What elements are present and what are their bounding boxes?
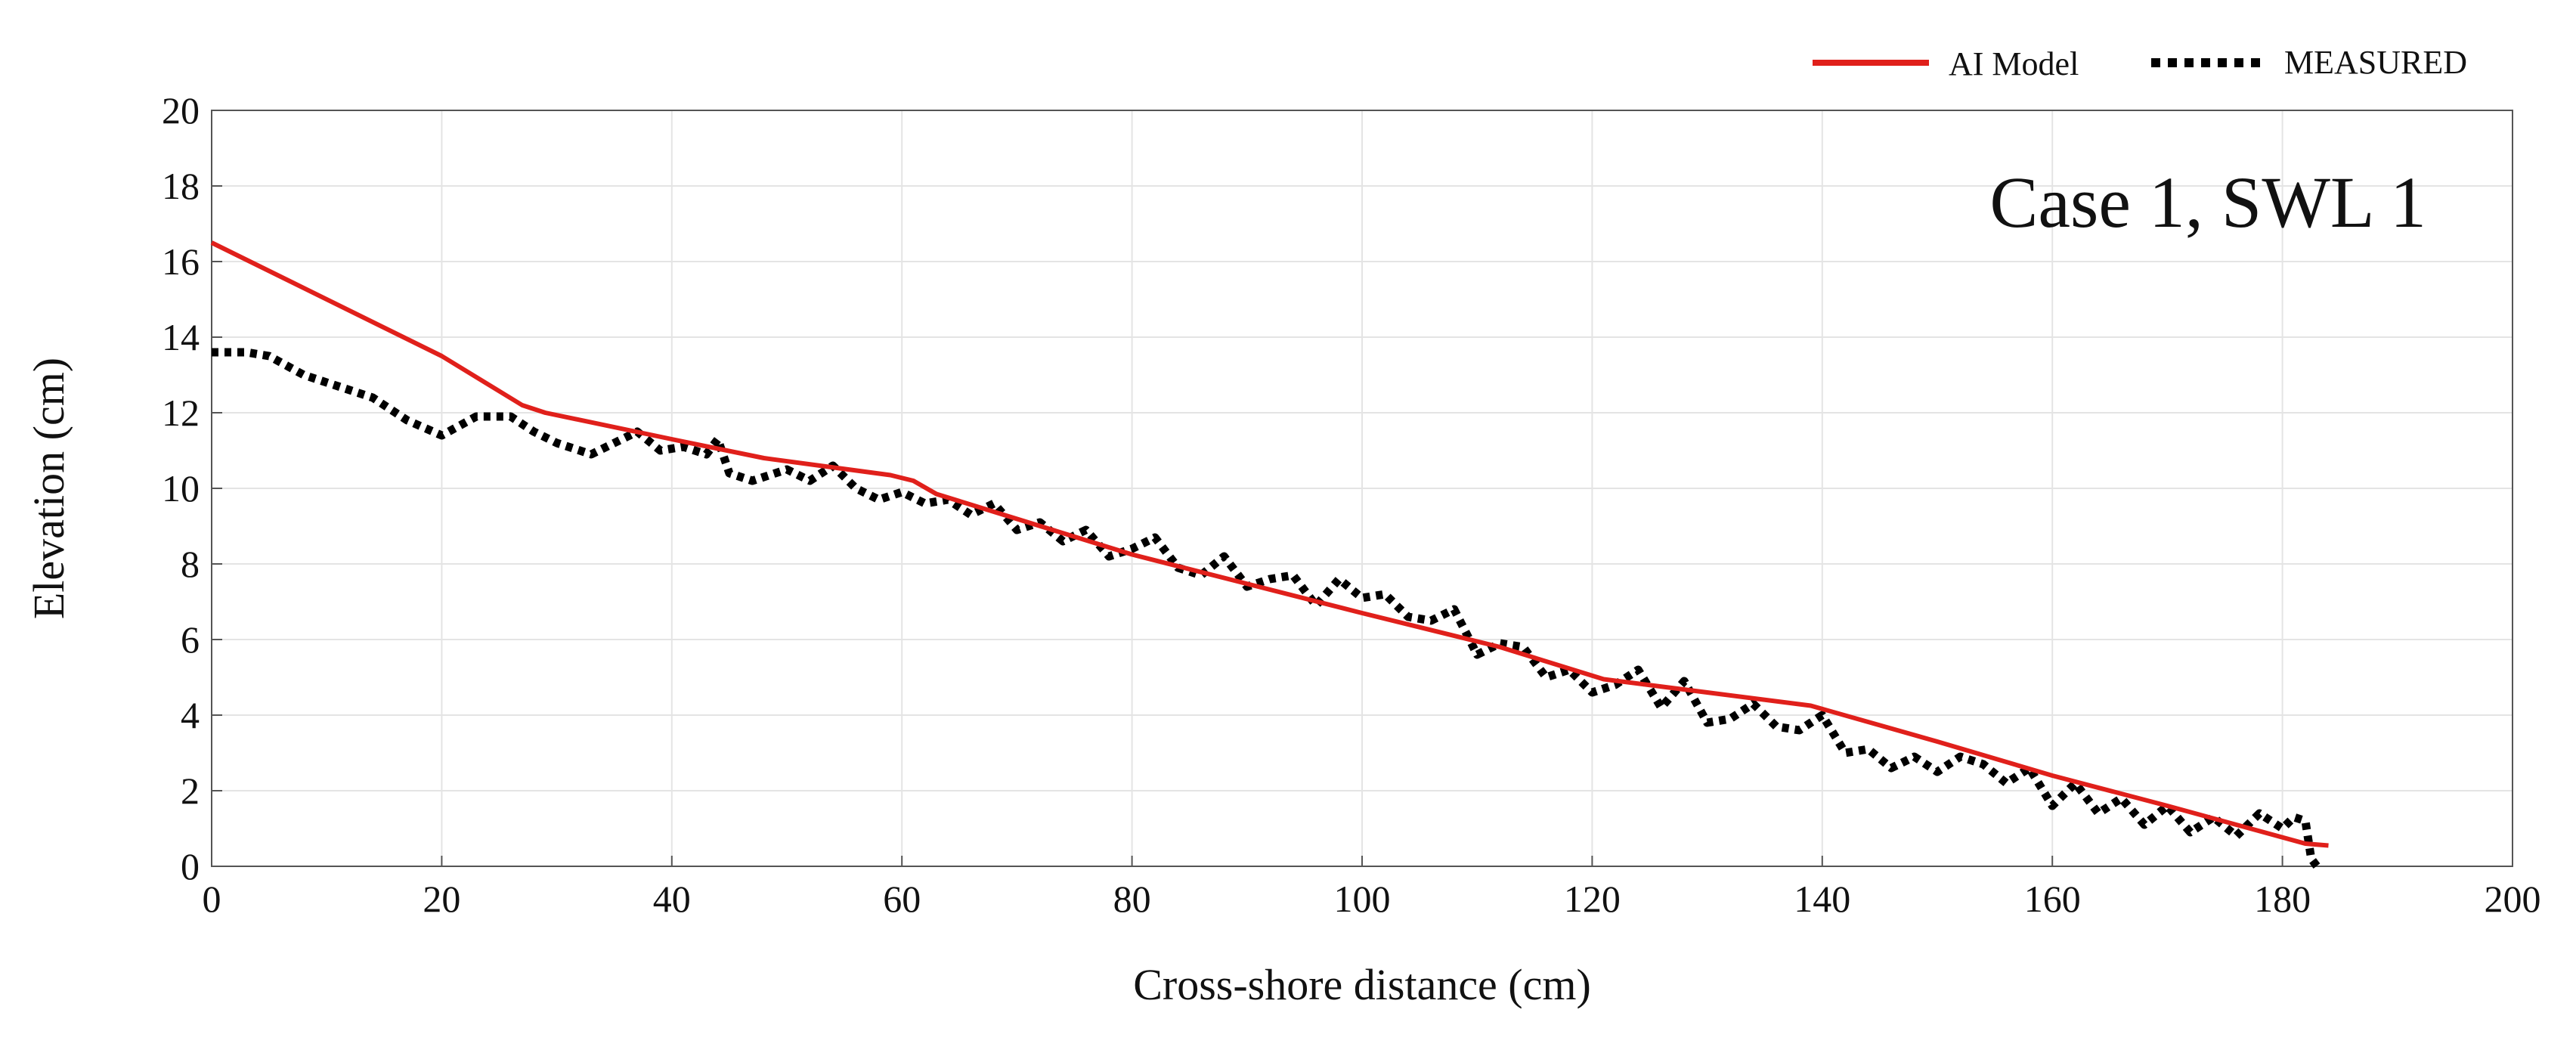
legend-label-ai-model: AI Model xyxy=(1949,45,2079,82)
series-line-measured xyxy=(212,348,2321,869)
x-tick-label: 100 xyxy=(1334,878,1391,920)
x-tick-label: 140 xyxy=(1794,878,1850,920)
x-axis-title: Cross-shore distance (cm) xyxy=(1133,960,1591,1009)
x-tick-label: 20 xyxy=(423,878,460,920)
y-tick-label: 18 xyxy=(162,165,200,207)
x-axis-ticks: 0 20 40 60 80 100 120 140 160 180 200 xyxy=(203,856,2541,920)
y-axis-ticks: 0 2 4 6 8 10 12 14 16 18 20 xyxy=(162,89,222,887)
y-tick-label: 12 xyxy=(162,392,200,434)
legend-label-measured: MEASURED xyxy=(2284,44,2467,81)
x-tick-label: 80 xyxy=(1113,878,1151,920)
y-tick-label: 14 xyxy=(162,316,200,358)
y-axis-title: Elevation (cm) xyxy=(24,358,73,619)
y-tick-label: 6 xyxy=(181,618,200,661)
x-tick-label: 60 xyxy=(883,878,921,920)
series-line-ai-model xyxy=(210,240,2329,848)
series-lines xyxy=(210,240,2329,869)
y-tick-label: 8 xyxy=(181,543,200,585)
grid-lines xyxy=(212,110,2513,866)
legend: AI Model MEASURED xyxy=(1813,44,2467,82)
y-tick-label: 16 xyxy=(162,240,200,283)
x-tick-label: 40 xyxy=(653,878,691,920)
chart-annotation: Case 1, SWL 1 xyxy=(1989,162,2426,243)
y-tick-label: 2 xyxy=(181,770,200,812)
y-tick-label: 20 xyxy=(162,89,200,132)
x-tick-label: 0 xyxy=(203,878,221,920)
y-tick-label: 0 xyxy=(181,845,200,887)
x-tick-label: 160 xyxy=(2024,878,2081,920)
y-tick-label: 10 xyxy=(162,467,200,510)
x-tick-label: 180 xyxy=(2254,878,2311,920)
x-tick-label: 120 xyxy=(1564,878,1621,920)
x-tick-label: 200 xyxy=(2485,878,2541,920)
y-tick-label: 4 xyxy=(181,694,200,736)
